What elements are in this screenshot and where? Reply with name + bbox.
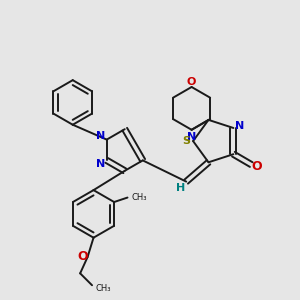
- Text: CH₃: CH₃: [132, 193, 148, 202]
- Text: H: H: [176, 182, 185, 193]
- Text: O: O: [77, 250, 88, 263]
- Text: N: N: [235, 121, 244, 130]
- Text: CH₃: CH₃: [96, 284, 111, 293]
- Text: O: O: [187, 76, 196, 87]
- Text: S: S: [183, 136, 190, 146]
- Text: N: N: [187, 132, 196, 142]
- Text: N: N: [96, 131, 105, 141]
- Text: O: O: [251, 160, 262, 172]
- Text: N: N: [96, 159, 105, 169]
